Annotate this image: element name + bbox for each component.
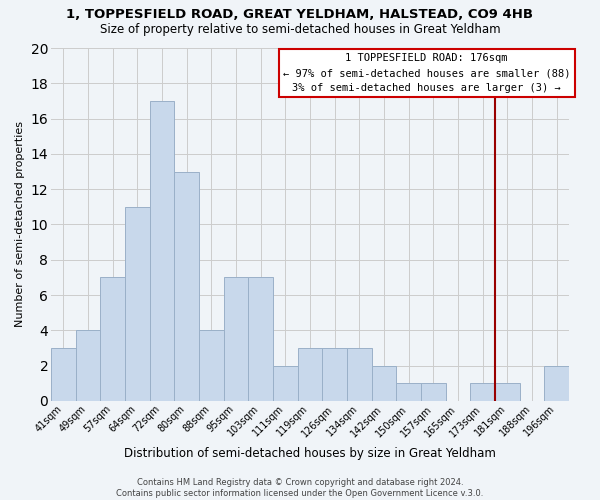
Bar xyxy=(224,278,248,401)
Bar xyxy=(544,366,569,401)
Bar xyxy=(298,348,322,401)
Text: 1, TOPPESFIELD ROAD, GREAT YELDHAM, HALSTEAD, CO9 4HB: 1, TOPPESFIELD ROAD, GREAT YELDHAM, HALS… xyxy=(67,8,533,20)
Bar xyxy=(470,384,495,401)
Bar xyxy=(421,384,446,401)
Bar xyxy=(125,207,150,401)
Bar xyxy=(372,366,397,401)
Bar xyxy=(76,330,100,401)
Bar xyxy=(273,366,298,401)
Bar xyxy=(150,101,175,401)
Bar xyxy=(397,384,421,401)
Bar xyxy=(347,348,372,401)
Bar xyxy=(199,330,224,401)
Bar xyxy=(322,348,347,401)
Text: 1 TOPPESFIELD ROAD: 176sqm
← 97% of semi-detached houses are smaller (88)
3% of : 1 TOPPESFIELD ROAD: 176sqm ← 97% of semi… xyxy=(283,54,571,93)
X-axis label: Distribution of semi-detached houses by size in Great Yeldham: Distribution of semi-detached houses by … xyxy=(124,447,496,460)
Text: Size of property relative to semi-detached houses in Great Yeldham: Size of property relative to semi-detach… xyxy=(100,22,500,36)
Y-axis label: Number of semi-detached properties: Number of semi-detached properties xyxy=(15,122,25,328)
Bar xyxy=(175,172,199,401)
Bar xyxy=(495,384,520,401)
Text: Contains HM Land Registry data © Crown copyright and database right 2024.
Contai: Contains HM Land Registry data © Crown c… xyxy=(116,478,484,498)
Bar xyxy=(100,278,125,401)
Bar xyxy=(51,348,76,401)
Bar xyxy=(248,278,273,401)
